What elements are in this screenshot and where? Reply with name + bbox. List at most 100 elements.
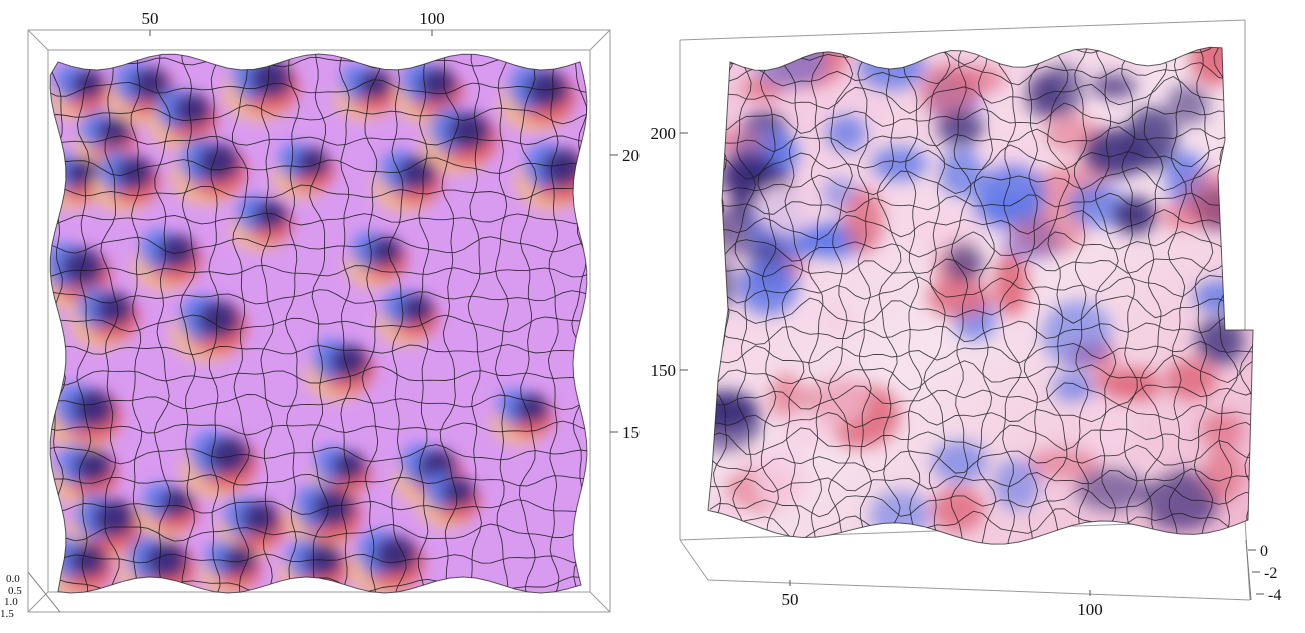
left-bump-dark [208,436,250,475]
left-bump-dark [400,294,434,325]
left-bump-dark [375,535,417,574]
left-bump-dark [74,448,113,483]
right-color-patch [927,277,992,318]
right-mesh-line-h [709,295,1253,324]
right-mesh-line-h [709,354,1253,391]
left-bump-dark [369,236,403,267]
right-mesh-line-v [1190,47,1214,545]
right-color-patch [708,497,744,533]
left-y-tick-label: 200 [622,146,640,165]
surface-plot-oblique-view-svg: 50 100 150 200 0 -2 -4 [651,19,1282,619]
left-bump-dark [158,234,196,269]
left-mesh-line-v [130,54,143,593]
right-color-patch [708,258,737,310]
right-mesh-line-v [1024,47,1043,545]
right-mesh-line-v [923,47,951,545]
left-bump-dark [71,69,105,100]
left-mesh-line-v [547,54,560,593]
right-color-patch [1075,467,1149,512]
right-color-patch [939,147,984,199]
left-mesh-line-v [417,54,430,593]
left-mesh-line-v [180,54,197,593]
left-mesh-line-h [50,104,588,125]
right-mesh-line-h [709,164,1253,196]
right-color-patch [720,152,779,200]
left-bump-dark [61,248,104,287]
right-z-tick-label: 0 [1260,543,1268,560]
left-bump-dark [296,147,330,178]
right-mesh-line-h [709,62,1253,88]
right-mesh-line-v [1044,47,1070,545]
left-bump-dark [542,148,585,187]
right-color-patch [1203,448,1244,502]
left-mesh-line-h [50,394,588,411]
left-mesh-line-h [50,314,588,333]
left-mesh-line-v [339,54,351,593]
right-color-patch [1082,128,1149,178]
left-bump-dark [442,477,476,508]
right-mesh-line-h [709,192,1253,215]
right-mesh-line-v [807,47,825,545]
right-mesh-line-v [876,47,902,545]
surface-plot-top-view: 50 100 150 200 0.00.51.01.5 [0,0,648,628]
right-mesh-line-h [709,75,1253,114]
left-mesh-line-h [50,523,588,542]
right-color-patch [1112,196,1157,235]
left-bump-dark [97,116,131,147]
left-mesh-line-v [260,54,274,593]
left-bump-dark [93,499,136,538]
right-mesh-line-h [709,421,1253,455]
left-mesh-line-h [50,366,588,386]
right-mesh-line-v [903,47,923,545]
right-mesh-line-h [709,126,1253,153]
right-color-patch [1025,73,1064,119]
right-axes: 50 100 150 200 0 -2 -4 [651,124,1282,619]
right-x-tick-label: 100 [1077,600,1103,619]
left-surface-outline [49,53,588,594]
left-mesh-line-h [50,499,588,515]
left-bump-dark [448,112,491,151]
right-mesh-line-h [709,440,1253,474]
right-mesh-line-v [780,47,805,545]
left-bump-dark [145,541,188,580]
left-bump-dark [249,59,292,98]
right-color-patch [1200,411,1244,450]
left-bump-dark [312,488,355,527]
right-mesh-line-h [709,484,1253,518]
left-mesh-line-h [50,264,588,278]
right-color-patch [769,373,803,422]
left-mesh-line-h [50,344,588,356]
left-mesh-line-v [387,54,407,593]
left-mesh-line-v [494,54,509,593]
left-z-tick-label: 1.5 [0,608,14,620]
left-bump-dark [332,450,366,481]
right-color-patch [754,445,811,510]
right-color-patch [826,115,867,152]
surface-plot-oblique-view: 50 100 150 200 0 -2 -4 [650,0,1305,628]
left-mesh-line-h [50,553,588,565]
left-bump-dark [330,344,368,379]
left-mesh-line-v [284,54,300,593]
left-z-axis-line [27,571,61,613]
right-mesh-line-v [1167,47,1187,545]
left-mesh-line-h [50,135,588,146]
left-mesh-line-h [50,184,588,200]
left-bump-dark [515,393,549,424]
left-mesh-line-h [50,444,588,465]
right-color-patch [1052,372,1097,403]
right-color-patch [1142,470,1220,531]
left-z-tick-label: 1.0 [4,596,18,608]
left-mesh-line-v [76,54,92,593]
left-bump-dark [358,69,392,100]
left-mesh-line-v [232,54,250,593]
right-color-patch [708,395,762,454]
right-mesh-line-h [709,468,1253,493]
right-color-patch [1166,83,1210,125]
right-color-patch [931,440,988,484]
right-color-patch [858,47,926,90]
right-color-patch [1181,170,1246,226]
right-mesh-line-h [709,340,1253,364]
left-mesh-line-v [208,54,221,593]
right-mesh-line-h [709,315,1253,345]
left-mesh-line-h [50,289,588,305]
